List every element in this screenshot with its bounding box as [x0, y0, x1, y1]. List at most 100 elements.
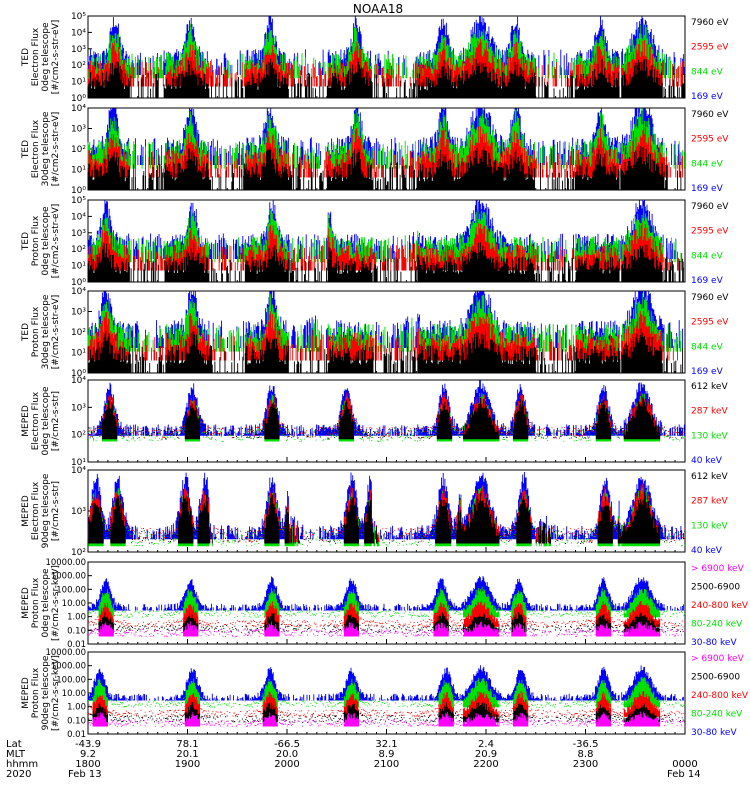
panel-2-ylabel-line: TED: [21, 140, 31, 159]
panel-4-legend-item: 844 eV: [691, 342, 724, 352]
panel-8-ytick-label: 1.00: [67, 703, 86, 713]
panel-2-ytick-label: 10⁰: [71, 186, 86, 196]
panel-4-legend-item: 169 eV: [691, 367, 724, 377]
panel-2-legend-item: 7960 eV: [691, 110, 729, 120]
panel-5-frame: [87, 379, 686, 463]
panel-6-ylabel-line: Electron Flux: [31, 481, 41, 540]
panel-1-legend-item: 169 eV: [691, 92, 724, 102]
panel-4-series-black: [87, 328, 684, 373]
panel-7-legend-item: 30-80 keV: [691, 638, 737, 648]
panel-3-ytick-label: 10⁰: [71, 278, 86, 288]
panel-8-legend-item: > 6900 keV: [691, 654, 745, 664]
panel-2-legend-item: 2595 eV: [691, 135, 729, 145]
panel-7-ytick-label: 0.01: [67, 640, 86, 650]
panel-8-ytick-label: 0.10: [67, 716, 86, 726]
panel-4-legend-item: 2595 eV: [691, 318, 729, 328]
panel-7-ytick-label: 10000.00: [45, 558, 86, 568]
panel-3-legend-item: 169 eV: [691, 276, 724, 286]
panel-7-series-magenta: [88, 621, 686, 637]
panel-6-legend-item: 130 keV: [691, 521, 728, 531]
panel-8-ylabel-line: MEPED: [21, 677, 31, 709]
panel-5-ylabel: MEPED Electron Flux 0deg telescope [#/cm2-s…: [21, 386, 61, 456]
footer-date-end: Feb 14: [667, 769, 701, 780]
panel-3-ylabel: TED Proton Flux 0deg telescope [#/cm2-s-str…: [21, 204, 61, 279]
footer-label-hhmm: hhmm: [6, 759, 38, 770]
panel-7-legend-item: 80-240 keV: [691, 620, 743, 630]
footer-value-1-1: 20.1: [176, 749, 198, 760]
panel-8-legend-item: 80-240 keV: [691, 710, 743, 720]
panel-8-ytick-label: 100.00: [56, 675, 86, 685]
panel-3-ytick-label: 10⁴: [71, 212, 86, 222]
panel-6-ytick-label: 10³: [71, 507, 86, 517]
panel-4-ytick-label: 10²: [71, 328, 86, 338]
panel-2-ytick-label: 10⁴: [71, 104, 86, 114]
panel-6-ytick-label: 10⁴: [71, 466, 86, 476]
footer-hour-4: 2200: [473, 759, 498, 770]
panel-1-ytick-label: 10¹: [71, 78, 86, 88]
panel-4-ytick-label: 10⁴: [71, 287, 86, 297]
panel-6-ylabel-line: 90deg telescope: [41, 473, 51, 548]
panel-5-ytick-label: 10²: [71, 431, 86, 441]
footer-hour-6: 0000: [672, 759, 697, 770]
footer-hour-0: 1800: [75, 759, 100, 770]
panel-7-legend-item: 2500-6900: [691, 583, 740, 593]
panel-2-legend-item: 169 eV: [691, 184, 724, 194]
panel-4-legend-item: 7960 eV: [691, 293, 729, 303]
chart-title: NOAA18: [353, 2, 403, 16]
footer-hour-3: 2100: [374, 759, 399, 770]
panel-6-series-black: [88, 492, 686, 544]
panel-5-ylabel-line: MEPED: [21, 405, 31, 437]
panel-1-legend-item: 844 eV: [691, 67, 724, 77]
footer-label-mlt: MLT: [6, 749, 26, 760]
panel-1-ylabel: TED Electron Flux 0deg telescope [#/cm2-s-s…: [21, 20, 61, 95]
panel-8-ytick-label: 1000.00: [51, 662, 86, 672]
panel-8-ylabel: MEPED Proton Flux 90deg telescope [#/cm2-s-…: [21, 655, 61, 731]
panel-4-ytick-label: 10⁰: [71, 369, 86, 379]
panel-6-legend-item: 287 keV: [691, 497, 728, 507]
panel-2-ylabel-line: [#/cm2-s-str-eV]: [51, 112, 61, 187]
panel-8-ylabel-line: [#/cm2-s-sr-keV]: [51, 655, 61, 731]
panel-5-series-blue: [87, 380, 685, 436]
panel-8-ytick-label: 0.01: [67, 730, 86, 740]
panel-8-series-green: [88, 677, 686, 708]
panel-1-ylabel-line: 0deg telescope: [41, 22, 51, 92]
panel-7-ylabel-line: MEPED: [21, 587, 31, 619]
panel-6-legend-item: 40 keV: [691, 546, 723, 556]
panel-3-legend-item: 844 eV: [691, 251, 724, 261]
panel-4-ytick-label: 10³: [71, 308, 86, 318]
panel-7-ylabel-line: [#/cm2-s-sr-keV]: [51, 565, 61, 641]
panel-8-ylabel-line: 90deg telescope: [41, 655, 51, 730]
panel-5-ytick-label: 10¹: [71, 458, 86, 468]
panel-5-ytick-label: 10³: [71, 403, 86, 413]
footer-label-2020: 2020: [6, 769, 31, 780]
panel-6-frame: [87, 469, 686, 553]
panel-2-legend-item: 844 eV: [691, 159, 724, 169]
panel-5-legend-item: 40 keV: [691, 456, 723, 466]
panel-7-series-black: [88, 612, 684, 633]
panel-4-ylabel-line: [#/cm2-s-str-eV]: [51, 295, 61, 370]
panel-7-ytick-label: 0.10: [67, 626, 86, 636]
panel-3-legend-item: 2595 eV: [691, 227, 729, 237]
panel-8-legend-item: 240-800 keV: [691, 691, 749, 701]
panel-5-legend-item: 612 keV: [691, 382, 728, 392]
panel-3-legend-item: 7960 eV: [691, 202, 729, 212]
panel-8-ylabel-line: Proton Flux: [31, 667, 41, 718]
panel-1-legend-item: 7960 eV: [691, 18, 729, 28]
panel-1-ylabel-line: Electron Flux: [31, 27, 41, 86]
panel-2-ylabel-line: 30deg telescope: [41, 111, 51, 186]
panel-4-ylabel-line: TED: [21, 323, 31, 342]
footer-hour-1: 1900: [175, 759, 200, 770]
panel-4-ylabel-line: Proton Flux: [31, 306, 41, 357]
panel-8-series-magenta: [88, 711, 686, 727]
panel-4-ylabel: TED Proton Flux 30deg telescope [#/cm2-s-st…: [21, 294, 61, 369]
panel-1-ytick-label: 10⁰: [71, 94, 86, 104]
panel-7-ytick-label: 1.00: [67, 613, 86, 623]
panel-5-series-black: [88, 397, 686, 440]
footer-value-0-3: 32.1: [375, 739, 397, 750]
footer-hour-2: 2000: [274, 759, 299, 770]
panel-8-legend-item: 2500-6900: [691, 673, 740, 683]
panel-7-ytick-label: 100.00: [56, 585, 86, 595]
panel-8-legend-item: 30-80 keV: [691, 728, 737, 738]
panel-6-ylabel-line: MEPED: [21, 495, 31, 527]
